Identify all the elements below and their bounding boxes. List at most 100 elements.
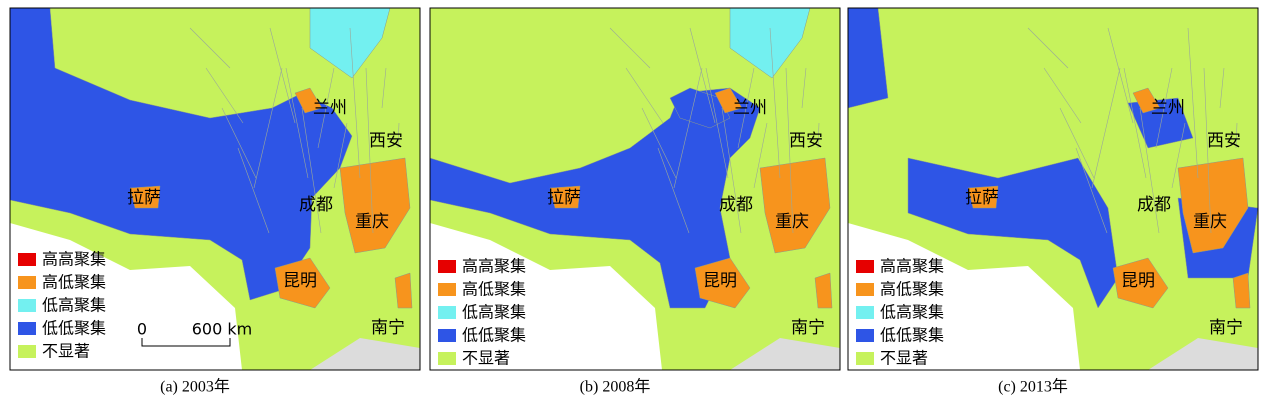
legend-label: 低高聚集 [462,303,526,322]
cluster-region [429,87,761,309]
legend-label: 高低聚集 [462,280,526,299]
cluster-region [907,157,1119,309]
boundary [609,27,651,69]
scale-bar [141,338,231,347]
legend-label: 高高聚集 [462,257,526,276]
boundary [1075,147,1108,234]
boundary [625,67,664,124]
cluster-region [394,272,413,309]
legend-swatch [856,306,874,319]
legend-label: 低低聚集 [462,326,526,345]
boundary [721,107,742,234]
map-frame [847,7,1259,371]
legend-swatch [438,329,456,342]
legend-swatch [438,306,456,319]
boundary [317,67,335,149]
city-label: 兰州 [733,98,767,118]
city-label: 拉萨 [547,188,581,208]
city-label: 昆明 [1121,271,1155,291]
city-label: 重庆 [1193,212,1227,232]
legend-swatch [18,322,36,335]
cluster-region [759,157,831,254]
boundary [301,107,322,234]
boundary [365,67,374,234]
city-label: 成都 [1137,195,1171,215]
legend-swatch [18,345,36,358]
legend-swatch [856,352,874,365]
city-label: 昆明 [283,271,317,291]
boundary [269,27,296,124]
cluster-region [669,87,731,129]
legend-label: 高高聚集 [42,250,106,269]
boundary [253,67,283,189]
boundary [1123,67,1147,179]
boundary [1091,67,1121,189]
panel-caption: (a) 2003年 [160,378,230,396]
legend-swatch [856,283,874,296]
scale-label: 0 [137,320,147,339]
boundary [397,122,400,149]
legend-swatch [18,253,36,266]
legend-swatch [18,299,36,312]
legend-swatch [438,283,456,296]
cluster-region [274,257,331,309]
legend-swatch [438,260,456,273]
boundary [221,107,257,179]
city-label: 昆明 [703,271,737,291]
cluster-region [1132,87,1161,114]
boundary [737,67,755,149]
map-frame [9,7,421,371]
boundary [1235,122,1238,149]
legend-label: 低高聚集 [42,296,106,315]
cluster-region [129,185,161,209]
cluster-region [814,272,833,309]
city-label: 南宁 [1209,318,1243,338]
legend-label: 高高聚集 [880,257,944,276]
boundary [349,27,361,179]
boundary [1219,67,1225,109]
outside-region [1148,338,1258,370]
legend-label: 低低聚集 [880,326,944,345]
legend-swatch [856,260,874,273]
boundary [1155,67,1173,149]
cluster-region [714,87,743,114]
city-label: 西安 [1207,131,1241,151]
boundary [1187,27,1199,179]
boundary [817,122,820,149]
city-label: 南宁 [371,318,405,338]
outside-region [310,338,420,370]
boundary [1171,122,1186,189]
outside-region [848,223,1080,370]
boundary [189,27,231,69]
cluster-region [549,185,581,209]
outside-region [730,338,840,370]
cluster-region [1112,257,1169,309]
legend-swatch [18,276,36,289]
city-label: 重庆 [355,212,389,232]
boundary [753,122,768,189]
city-label: 重庆 [775,212,809,232]
city-label: 西安 [369,131,403,151]
boundary [237,147,270,234]
outside-region [430,223,662,370]
legend-label: 低高聚集 [880,303,944,322]
legend-label: 不显著 [462,349,510,368]
city-label: 兰州 [313,98,347,118]
panel-caption: (b) 2008年 [580,378,651,396]
legend-label: 高低聚集 [42,273,106,292]
city-label: 拉萨 [127,188,161,208]
boundary [785,67,794,234]
boundary [1107,27,1134,124]
city-label: 成都 [719,195,753,215]
legend-swatch [438,352,456,365]
cluster-region [967,185,999,209]
city-label: 兰州 [1151,98,1185,118]
cluster-region [1232,272,1251,309]
city-label: 西安 [789,131,823,151]
cluster-region [1177,157,1249,254]
boundary [673,67,703,189]
